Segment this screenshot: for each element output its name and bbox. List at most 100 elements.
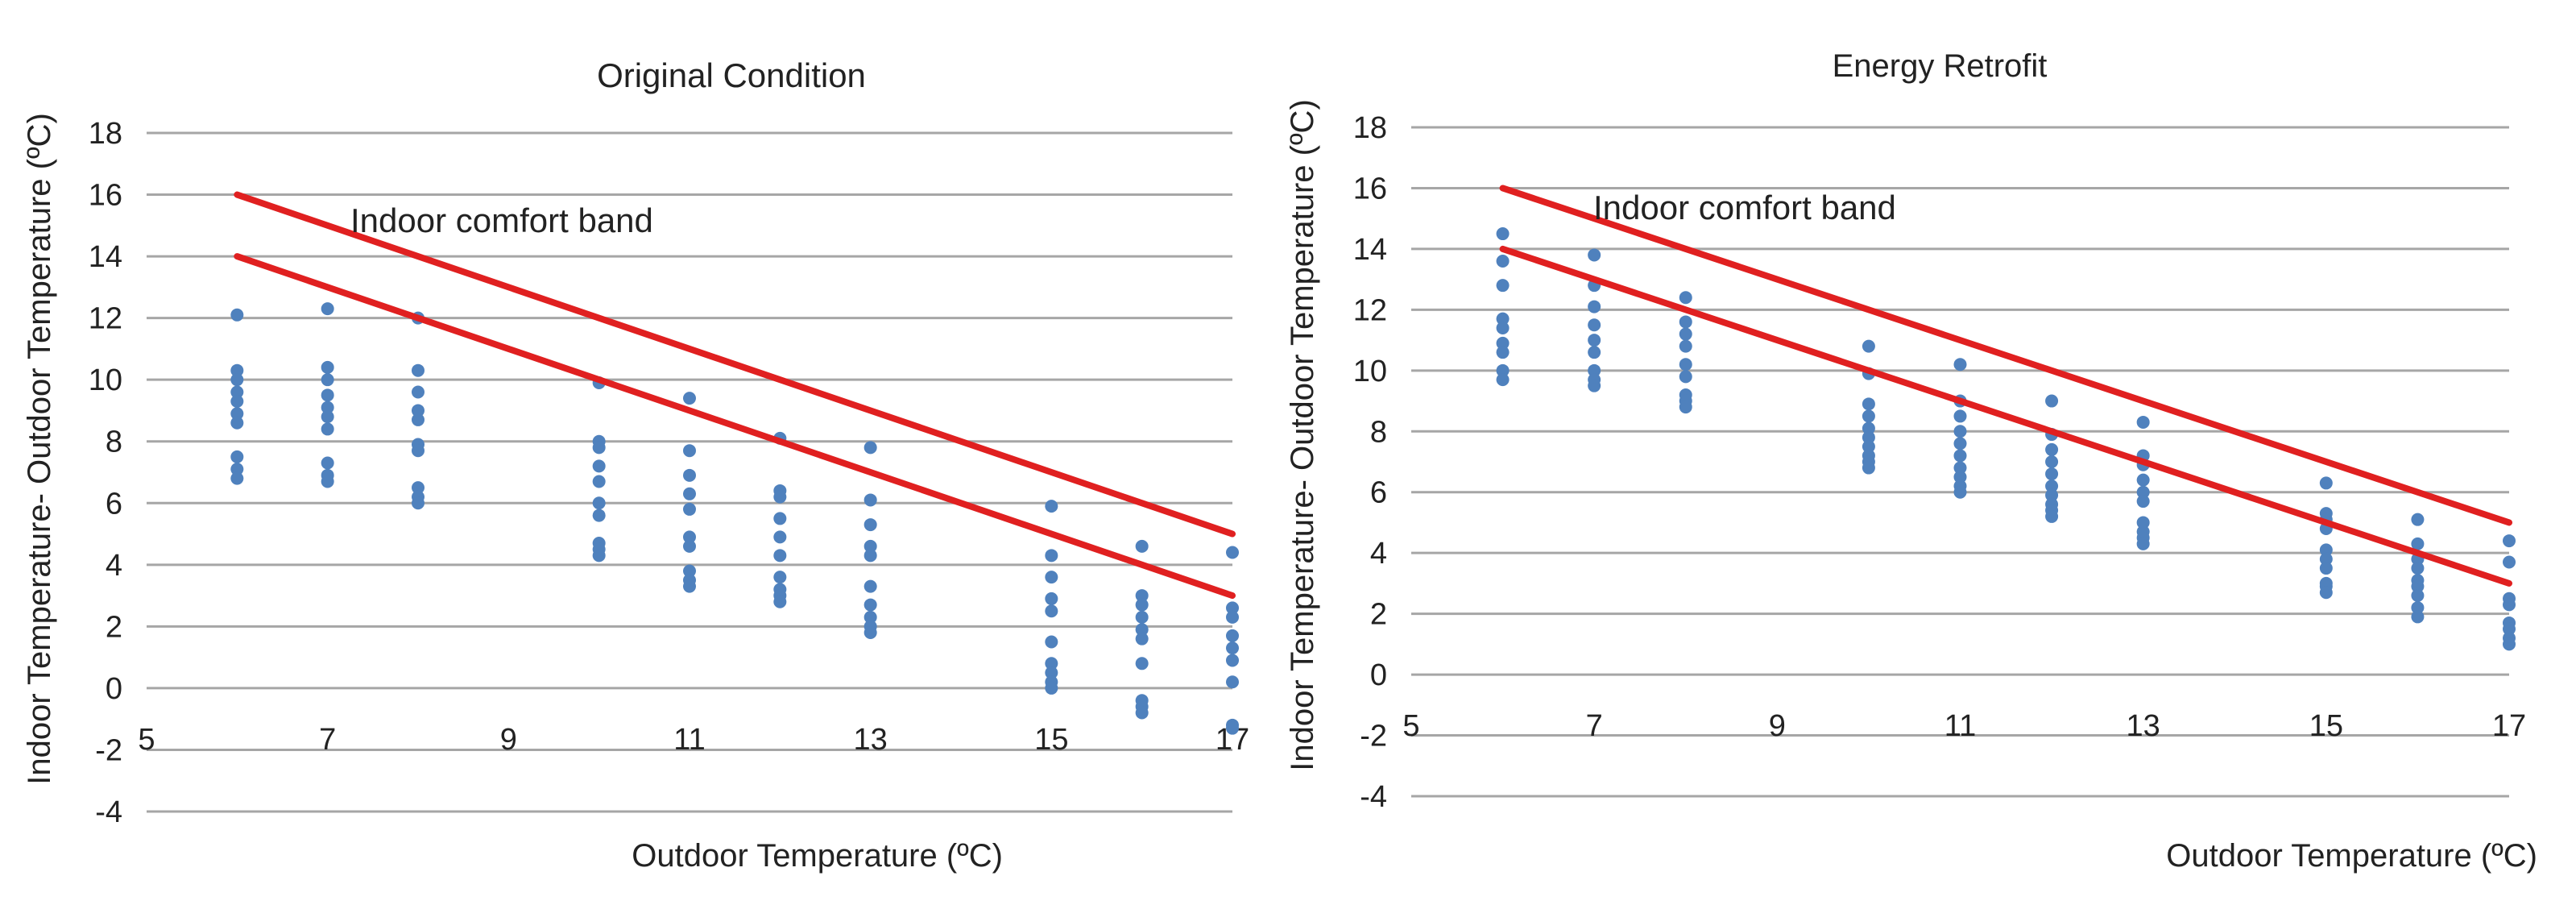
data-point bbox=[683, 530, 696, 544]
data-point bbox=[2411, 610, 2425, 624]
data-point bbox=[773, 571, 787, 584]
data-point bbox=[1135, 539, 1149, 553]
x-tick-label: 15 bbox=[1034, 723, 1068, 757]
x-tick-label: 9 bbox=[1769, 709, 1786, 743]
y-tick-label: -2 bbox=[95, 733, 122, 767]
x-axis-label: Outdoor Temperature (ºC) bbox=[2166, 838, 2537, 874]
data-point bbox=[1496, 312, 1510, 326]
data-point bbox=[1953, 358, 1967, 372]
data-point bbox=[1953, 470, 1967, 484]
data-point bbox=[1226, 546, 1239, 559]
data-point bbox=[1953, 425, 1967, 438]
data-point bbox=[321, 475, 334, 488]
data-point bbox=[863, 493, 877, 507]
data-point bbox=[1679, 401, 1692, 414]
data-point bbox=[1496, 363, 1510, 377]
data-point bbox=[1862, 421, 1875, 435]
data-point bbox=[1588, 379, 1601, 392]
comfort-band-annotation: Indoor comfort band bbox=[350, 201, 653, 239]
data-point bbox=[2503, 622, 2516, 636]
data-point bbox=[2045, 455, 2059, 468]
data-point bbox=[1862, 430, 1875, 444]
data-point bbox=[2503, 637, 2516, 651]
y-axis-label: Indoor Temperature- Outdoor Temperature … bbox=[1285, 99, 1320, 771]
y-tick-label: 16 bbox=[89, 179, 122, 213]
y-tick-label: 14 bbox=[89, 240, 122, 274]
data-point bbox=[1588, 318, 1601, 332]
data-point bbox=[773, 512, 787, 525]
data-point bbox=[683, 468, 696, 482]
data-point bbox=[412, 385, 425, 399]
comfort-band-annotation: Indoor comfort band bbox=[1593, 189, 1896, 226]
data-point bbox=[321, 373, 334, 387]
data-point bbox=[230, 363, 244, 377]
data-point bbox=[230, 471, 244, 485]
x-tick-label: 11 bbox=[1944, 709, 1976, 743]
data-point bbox=[1496, 336, 1510, 350]
data-point bbox=[1045, 657, 1058, 670]
data-point bbox=[2136, 516, 2150, 529]
data-point bbox=[1862, 339, 1875, 353]
data-point bbox=[1226, 675, 1239, 689]
data-point bbox=[412, 481, 425, 495]
data-point bbox=[2503, 555, 2516, 569]
data-point bbox=[2411, 589, 2425, 602]
y-tick-label: 6 bbox=[106, 487, 122, 521]
data-point bbox=[1588, 346, 1601, 359]
data-point bbox=[1045, 604, 1058, 618]
data-point bbox=[773, 595, 787, 608]
data-point bbox=[773, 530, 787, 544]
data-point bbox=[1588, 248, 1601, 262]
data-point bbox=[412, 496, 425, 510]
data-point bbox=[412, 363, 425, 377]
data-point bbox=[1226, 610, 1239, 624]
data-point bbox=[2319, 586, 2333, 600]
y-tick-label: -2 bbox=[1360, 720, 1387, 753]
y-tick-label: 12 bbox=[89, 302, 122, 336]
data-point bbox=[2319, 543, 2333, 557]
data-point bbox=[2136, 415, 2150, 429]
data-point bbox=[1045, 681, 1058, 695]
data-point bbox=[1679, 370, 1692, 384]
y-tick-label: 16 bbox=[1353, 172, 1387, 205]
data-point bbox=[321, 422, 334, 436]
data-point bbox=[321, 360, 334, 374]
data-point bbox=[1862, 440, 1875, 454]
x-axis-label: Outdoor Temperature (ºC) bbox=[632, 838, 1003, 874]
data-point bbox=[1496, 322, 1510, 334]
data-point bbox=[1226, 629, 1239, 642]
x-tick-label: 13 bbox=[854, 723, 888, 757]
data-point bbox=[2136, 537, 2150, 550]
data-point bbox=[1679, 358, 1692, 372]
comfort-band-upper-line bbox=[1499, 185, 2512, 526]
data-point bbox=[2045, 509, 2059, 523]
data-point bbox=[1588, 363, 1601, 377]
y-tick-label: 10 bbox=[89, 363, 122, 397]
data-point bbox=[321, 401, 334, 414]
y-tick-label: 4 bbox=[1370, 537, 1387, 571]
data-point bbox=[2503, 534, 2516, 548]
data-point bbox=[1045, 500, 1058, 513]
y-tick-label: 8 bbox=[106, 426, 122, 459]
data-point bbox=[1496, 279, 1510, 293]
data-point bbox=[321, 302, 334, 316]
data-point bbox=[773, 549, 787, 563]
data-point bbox=[1226, 654, 1239, 667]
x-tick-label: 7 bbox=[1586, 709, 1603, 743]
y-tick-label: -4 bbox=[95, 795, 122, 829]
data-point bbox=[1045, 635, 1058, 649]
data-point bbox=[412, 444, 425, 458]
x-tick-label: 17 bbox=[2492, 709, 2526, 743]
data-point bbox=[863, 441, 877, 455]
data-point bbox=[1135, 657, 1149, 670]
data-point bbox=[1862, 409, 1875, 423]
data-point bbox=[592, 475, 606, 488]
data-point bbox=[863, 626, 877, 640]
y-tick-label: 2 bbox=[106, 610, 122, 644]
data-point bbox=[683, 564, 696, 578]
data-point bbox=[1953, 485, 1967, 499]
data-point bbox=[321, 456, 334, 470]
data-point bbox=[2411, 601, 2425, 615]
y-tick-label: 8 bbox=[1370, 415, 1387, 449]
data-point bbox=[592, 459, 606, 473]
